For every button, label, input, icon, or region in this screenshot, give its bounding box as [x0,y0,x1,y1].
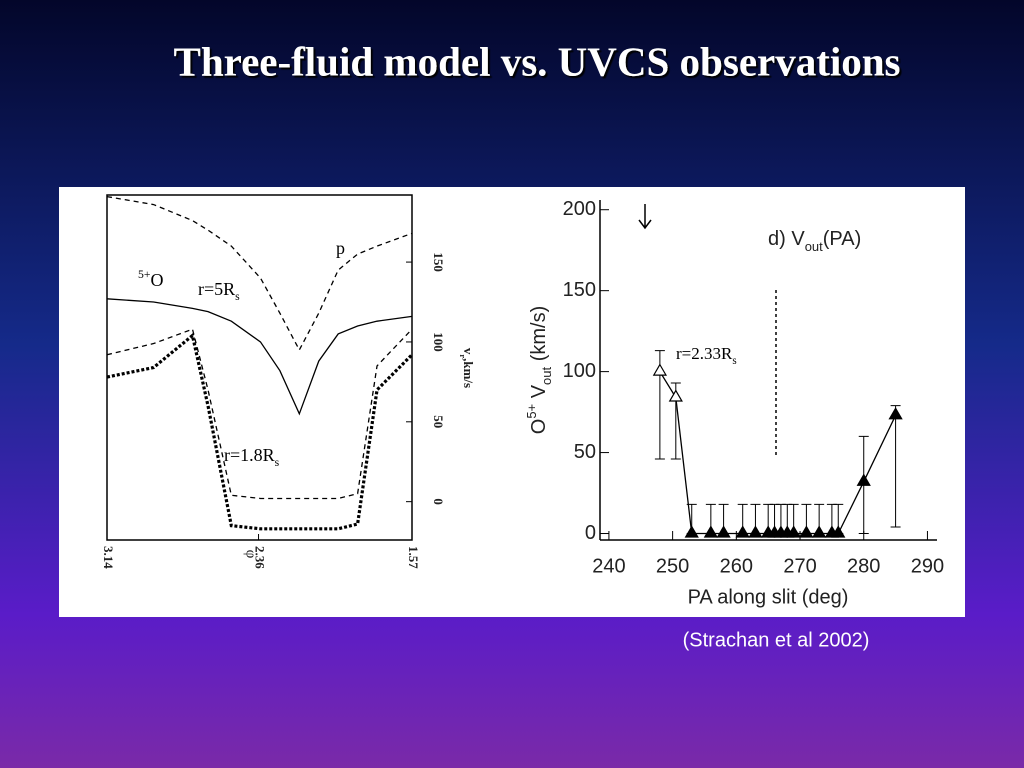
x-tick-label: 3.14 [101,546,116,569]
annotation-part: s [732,355,736,367]
chart-title-part: d) V [768,228,805,250]
data-point [888,407,903,420]
chart-title-part: (PA) [823,228,862,250]
y-axis-label-part: O [528,419,550,435]
model-curve [106,298,413,416]
y-axis-label-part: out [539,366,554,384]
data-point [831,525,846,538]
data-point [812,525,827,538]
data-point [735,525,750,538]
annotation: r=5Rs [198,279,240,303]
annotation: 5+O [138,268,163,290]
y-tick-label: 100 [563,360,596,382]
y-axis-label-part: ,km/s [461,358,476,388]
x-tick-label: 250 [656,555,689,577]
data-point [703,525,718,538]
y-tick-label: 0 [585,522,596,544]
annotation: r=1.8Rs [224,445,280,469]
data-point [668,389,683,402]
data-point [786,525,801,538]
model-curve [106,328,413,500]
x-axis-label: φ [243,550,259,559]
y-axis-label-part: V [528,384,550,404]
data-point [799,525,814,538]
x-tick-label: 1.57 [406,546,421,569]
y-axis-label-part: v [461,348,476,355]
x-tick-label: 290 [911,555,944,577]
y-tick-label: 150 [563,279,596,301]
x-tick-label: 240 [592,555,625,577]
model-curve [106,195,413,352]
left-plot-frame [106,194,413,541]
annotation: r=2.33Rs [676,344,737,367]
annotation-part: p [336,238,345,258]
y-tick-label: 50 [574,441,596,463]
y-axis-label-part: r [458,354,468,358]
annotation-part: r=1.8R [224,445,275,465]
y-tick-label: 50 [431,415,446,428]
upper-limit-arrow [638,204,652,230]
x-tick-label: 260 [720,555,753,577]
slide-title: Three-fluid model vs. UVCS observations [173,38,900,84]
annotation-part: s [235,290,240,303]
y-tick-label: 200 [563,198,596,220]
data-point [748,525,763,538]
chart-title: d) Vout(PA) [768,228,861,254]
right-panel [512,187,965,617]
y-axis-label-part: (km/s) [528,306,550,367]
x-tick-label: 280 [847,555,880,577]
citation: (Strachan et al 2002) [683,629,870,651]
x-tick-label: 2.36 [253,546,268,569]
y-axis-label: vr,km/s [458,348,476,388]
y-tick-label: 100 [431,332,446,352]
chart-title-part: out [805,239,823,254]
x-tick-label: 270 [783,555,816,577]
data-point [684,525,699,538]
annotation-part: 5+ [138,268,151,281]
annotation-part: r=5R [198,279,235,299]
annotation-part: s [275,456,280,469]
left-panel [59,187,512,617]
model-curve [106,332,414,531]
y-axis-label: O5+ Vout (km/s) [524,306,554,434]
x-axis-label: PA along slit (deg) [688,586,849,608]
y-tick-label: 0 [431,498,446,505]
data-point [856,473,871,486]
data-point [652,363,668,376]
y-axis-label-part: 5+ [524,404,539,419]
right-chart: 240 250 260 270 280 290 0 50 100 150 200 PA along s… [524,198,944,608]
annotation: p [336,238,345,258]
annotation-part: r=2.33R [676,344,733,363]
data-point [716,525,731,538]
error-bar [890,405,901,528]
annotation-part: O [150,270,163,290]
y-tick-label: 150 [431,252,446,272]
